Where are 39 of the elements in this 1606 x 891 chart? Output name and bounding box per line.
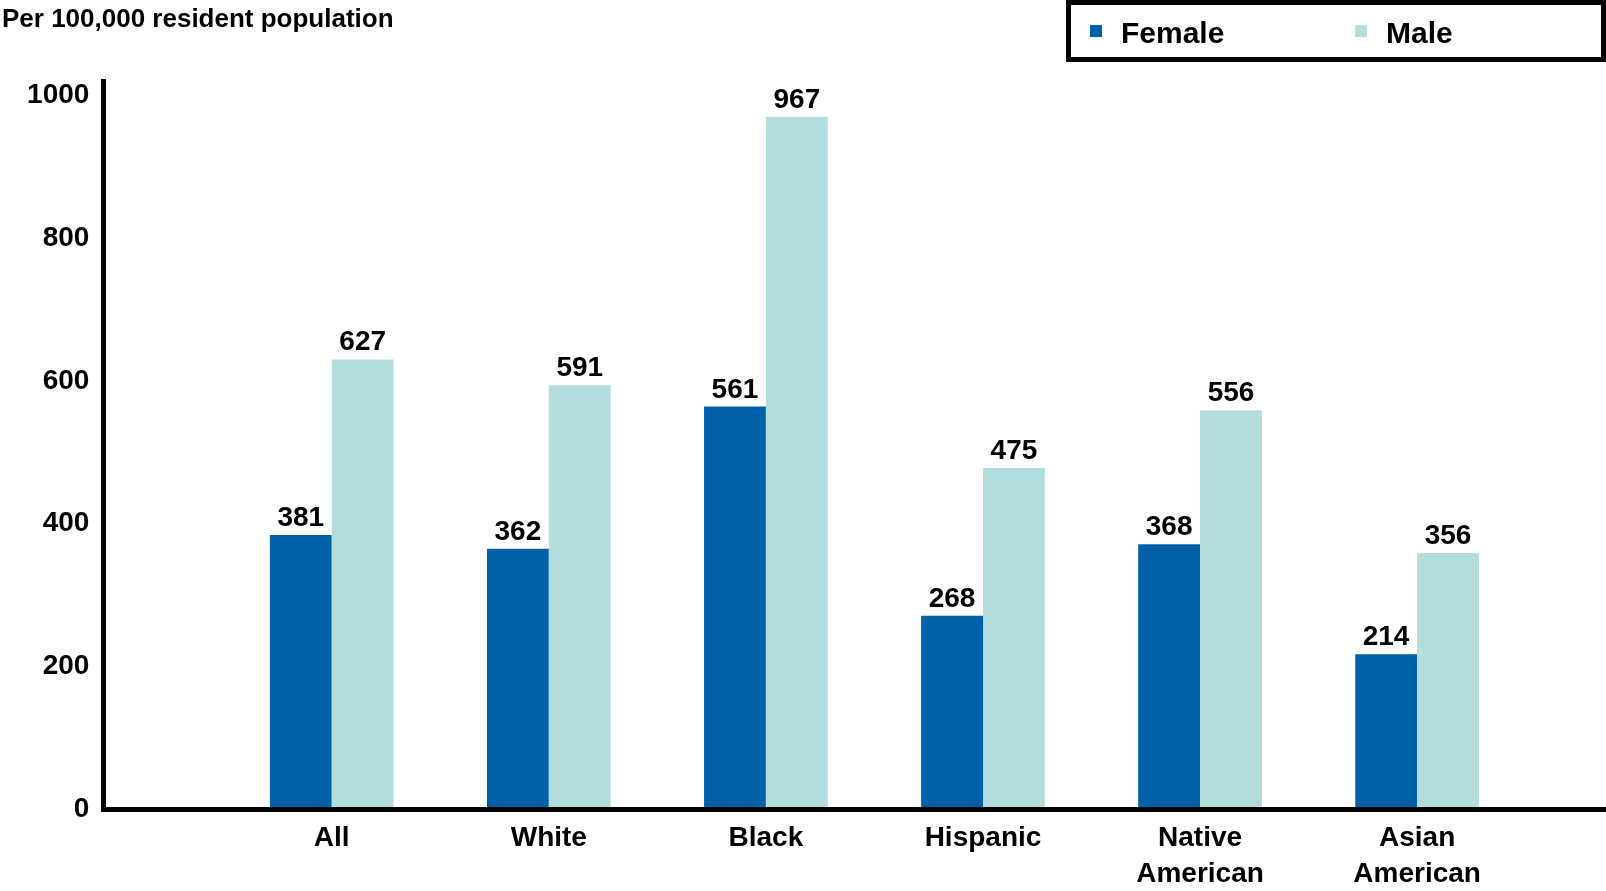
y-tick-label: 400 — [42, 506, 90, 538]
x-tick-label: Hispanic — [924, 820, 1042, 852]
legend-label: Male — [1386, 15, 1453, 49]
bar — [331, 359, 394, 807]
data-label: 362 — [494, 514, 542, 546]
y-tick-label: 1000 — [27, 78, 90, 110]
y-tick-label: 0 — [73, 791, 90, 823]
data-label: 268 — [928, 581, 976, 613]
data-label: 368 — [1145, 510, 1193, 542]
x-tick-label: Black — [728, 820, 804, 852]
data-label: 475 — [990, 433, 1038, 465]
data-label: 627 — [339, 325, 387, 357]
data-label: 214 — [1362, 620, 1410, 652]
y-tick-label: 200 — [42, 649, 90, 681]
bar — [486, 548, 549, 807]
x-tick-label: Asian American — [1353, 820, 1481, 888]
data-label: 381 — [277, 501, 325, 533]
x-tick-label: White — [510, 820, 587, 852]
bar — [269, 535, 332, 807]
bar — [765, 116, 828, 807]
y-tick-label: 600 — [42, 363, 90, 395]
bar — [982, 467, 1045, 807]
bar — [704, 406, 766, 807]
bar — [548, 385, 611, 807]
bar — [1417, 552, 1480, 807]
bar — [1138, 544, 1201, 807]
bar — [1355, 654, 1418, 807]
data-label: 591 — [556, 351, 604, 383]
data-label: 356 — [1424, 518, 1472, 550]
bar — [921, 615, 983, 807]
data-label: 967 — [773, 82, 821, 114]
y-axis-title: Per 100,000 resident population — [2, 3, 394, 33]
data-label: 556 — [1207, 376, 1255, 408]
y-tick-label: 800 — [42, 220, 90, 252]
x-tick-label: All — [313, 820, 350, 852]
legend-label: Female — [1121, 15, 1225, 49]
data-label: 561 — [711, 372, 759, 404]
bar — [1200, 410, 1262, 807]
x-tick-label: Native American — [1136, 820, 1264, 888]
